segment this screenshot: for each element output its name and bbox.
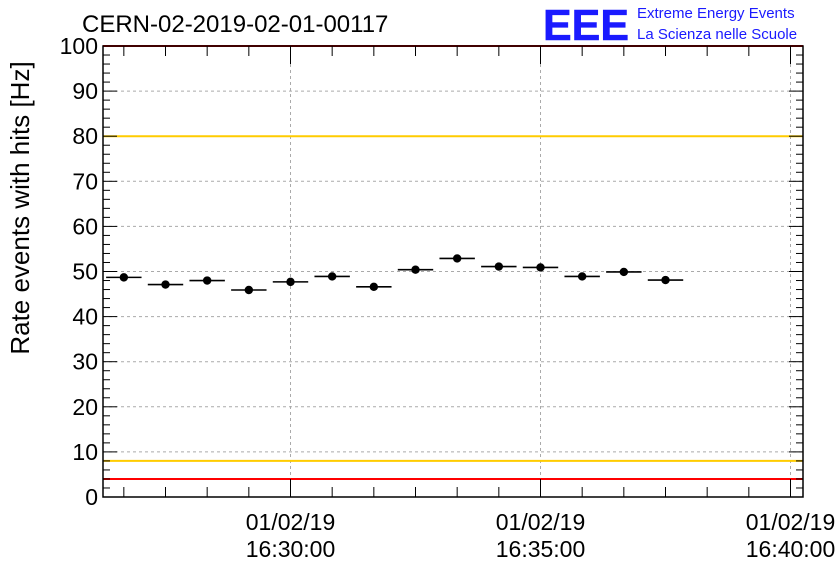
data-point: [452, 254, 462, 263]
y-tick-label: 70: [72, 168, 98, 194]
y-tick-label: 100: [60, 33, 98, 59]
data-point: [411, 265, 420, 274]
x-tick-date-label: 01/02/19: [496, 509, 586, 535]
eee-logo-line1: Extreme Energy Events: [637, 5, 795, 22]
y-tick-label: 90: [72, 78, 98, 104]
data-point: [577, 272, 587, 281]
y-tick-label: 50: [72, 259, 98, 285]
data-point: [286, 277, 295, 287]
data-point: [202, 276, 212, 285]
data-point: [369, 282, 379, 292]
y-tick-label: 30: [72, 349, 98, 375]
y-tick-label: 20: [72, 394, 98, 420]
y-tick-label: 40: [72, 304, 98, 330]
data-point: [536, 263, 545, 272]
eee-logo-line2: La Scienza nelle Scuole: [637, 26, 797, 43]
x-tick-date-label: 01/02/19: [246, 509, 336, 535]
data-point: [619, 267, 629, 277]
data-point: [327, 272, 337, 281]
eee-logo-mark: EEE: [543, 1, 629, 50]
y-tick-label: 60: [72, 213, 98, 239]
chart-title: CERN-02-2019-02-01-00117: [82, 11, 388, 38]
x-tick-time-label: 16:35:00: [496, 536, 586, 562]
x-tick-time-label: 16:30:00: [246, 536, 336, 562]
eee-logo: EEE Extreme Energy Events La Scienza nel…: [543, 1, 797, 51]
y-tick-label: 80: [72, 123, 98, 149]
plot-area: 010203040506070809010001/02/1916:30:0001…: [60, 33, 836, 562]
x-tick-date-label: 01/02/19: [746, 509, 836, 535]
data-point: [119, 273, 129, 282]
y-axis-label: Rate events with hits [Hz]: [5, 61, 35, 354]
data-point: [161, 280, 170, 289]
y-tick-label: 10: [72, 439, 98, 465]
data-point: [494, 262, 504, 271]
x-tick-time-label: 16:40:00: [746, 536, 836, 562]
data-point: [244, 285, 254, 295]
y-tick-label: 0: [85, 484, 98, 510]
data-point: [661, 275, 670, 285]
